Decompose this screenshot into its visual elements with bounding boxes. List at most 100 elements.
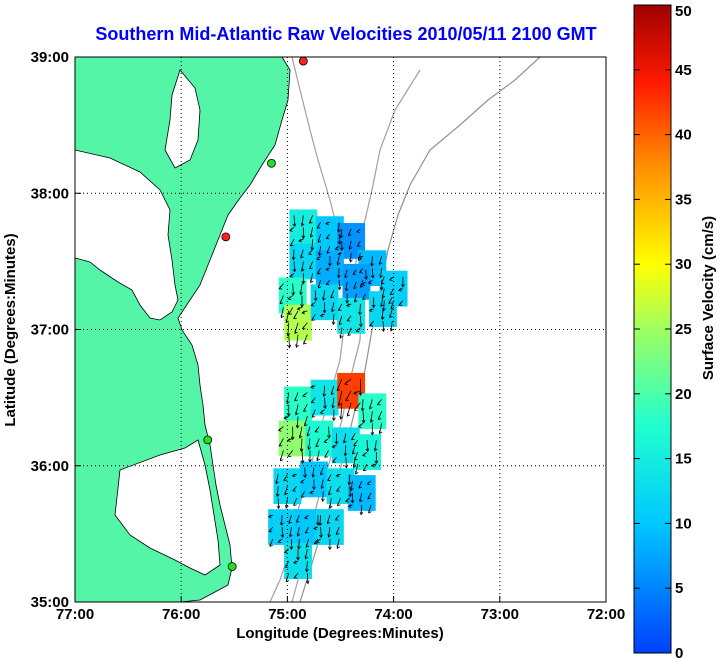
- velocity-arrowhead: [359, 498, 363, 503]
- velocity-arrowhead: [316, 270, 321, 275]
- velocity-arrow: [383, 300, 385, 311]
- velocity-arrowhead: [306, 432, 311, 437]
- velocity-arrow: [343, 433, 347, 443]
- velocity-arrow: [323, 385, 325, 397]
- velocity-arrowhead: [315, 539, 320, 544]
- velocity-arrowhead: [337, 229, 341, 233]
- velocity-arrowhead: [356, 229, 360, 233]
- velocity-arrow: [312, 467, 315, 478]
- colorbar-gradient: [633, 4, 672, 654]
- velocity-arrow: [277, 486, 279, 497]
- station-marker: [298, 57, 308, 66]
- velocity-arrow: [371, 256, 373, 266]
- velocity-arrow: [340, 228, 343, 238]
- velocity-arrowhead: [344, 274, 348, 279]
- velocity-arrow: [360, 315, 362, 327]
- station-marker: [227, 562, 237, 571]
- velocity-arrow: [281, 515, 283, 526]
- velocity-arrowhead: [286, 413, 291, 417]
- velocity-arrowhead: [334, 441, 339, 445]
- velocity-arrow: [287, 322, 290, 336]
- velocity-arrow: [361, 399, 364, 411]
- velocity-arrowhead: [322, 297, 326, 301]
- velocity-arrow: [301, 215, 304, 226]
- colorbar-tick-label: 0: [675, 645, 683, 659]
- velocity-arrow: [382, 288, 385, 298]
- velocity-arrowhead: [301, 310, 306, 315]
- velocity-arrowhead: [350, 500, 355, 504]
- velocity-arrowhead: [345, 300, 350, 304]
- velocity-arrow: [348, 474, 351, 485]
- velocity-arrowhead: [331, 404, 336, 409]
- velocity-arrowhead: [289, 273, 294, 278]
- colorbar-tick-label: 45: [675, 62, 692, 79]
- velocity-arrow: [331, 302, 335, 312]
- velocity-arrowhead: [285, 578, 290, 583]
- velocity-arrowhead: [354, 457, 358, 461]
- velocity-arrowhead: [347, 332, 352, 336]
- velocity-arrowhead: [326, 520, 331, 525]
- velocity-arrowhead: [295, 344, 299, 348]
- velocity-arrowhead: [331, 321, 336, 326]
- velocity-arrowhead: [308, 220, 313, 224]
- velocity-arrowhead: [367, 495, 371, 500]
- colorbar-tick-label: 20: [675, 386, 692, 403]
- velocity-arrowhead: [292, 223, 297, 228]
- velocity-arrowhead: [288, 520, 292, 525]
- velocity-arrow: [300, 283, 303, 295]
- velocity-arrowhead: [357, 257, 362, 261]
- velocity-arrowhead: [389, 314, 393, 319]
- velocity-arrow: [371, 268, 374, 278]
- velocity-arrowhead: [354, 299, 358, 303]
- velocity-arrowhead: [293, 502, 297, 507]
- velocity-arrowhead: [343, 452, 348, 457]
- velocity-arrowhead: [337, 241, 342, 245]
- velocity-arrowhead: [378, 261, 383, 265]
- velocity-arrowhead: [380, 303, 384, 308]
- velocity-arrow: [338, 268, 340, 278]
- velocity-arrowhead: [380, 316, 385, 321]
- velocity-arrowhead: [346, 318, 351, 322]
- velocity-arrowhead: [352, 450, 356, 455]
- bay-water-upper: [164, 69, 201, 169]
- velocity-arrowhead: [269, 543, 273, 547]
- colorbar-tick-label: 15: [675, 451, 692, 468]
- velocity-arrowhead: [319, 471, 324, 476]
- y-tick-label: 36:00: [31, 458, 69, 475]
- velocity-arrowhead: [290, 436, 295, 441]
- velocity-arrowhead: [301, 280, 306, 285]
- velocity-arrowhead: [284, 564, 289, 568]
- velocity-arrowhead: [304, 515, 308, 520]
- velocity-arrow: [316, 450, 320, 461]
- velocity-arrowhead: [284, 491, 288, 496]
- velocity-arrow: [379, 423, 383, 434]
- velocity-arrowhead: [318, 522, 323, 527]
- velocity-arrow: [359, 303, 361, 315]
- velocity-arrowhead: [353, 407, 358, 411]
- velocity-arrowhead: [309, 265, 313, 270]
- colorbar-tick-label: 10: [675, 515, 692, 532]
- velocity-arrowhead: [323, 439, 328, 444]
- velocity-arrowhead: [319, 313, 324, 318]
- velocity-arrowhead: [358, 323, 363, 328]
- velocity-arrow: [336, 538, 340, 549]
- velocity-arrowhead: [279, 457, 284, 462]
- velocity-arrow: [322, 290, 325, 301]
- x-tick-label: 72:00: [587, 606, 625, 623]
- velocity-arrowhead: [358, 392, 363, 397]
- velocity-arrowhead: [361, 282, 366, 286]
- y-tick-label: 35:00: [31, 594, 69, 611]
- velocity-arrowhead: [331, 308, 335, 313]
- velocity-arrowhead: [358, 269, 363, 274]
- velocity-arrow: [370, 411, 373, 423]
- velocity-arrowhead: [357, 424, 362, 428]
- velocity-arrowhead: [309, 490, 313, 495]
- velocity-arrowhead: [310, 234, 314, 238]
- velocity-arrowhead: [295, 424, 300, 429]
- x-tick-label: 77:00: [56, 606, 94, 623]
- velocity-arrowhead: [348, 493, 352, 498]
- velocity-arrowhead: [327, 263, 332, 267]
- velocity-arrowhead: [332, 459, 336, 463]
- velocity-arrowhead: [337, 307, 342, 311]
